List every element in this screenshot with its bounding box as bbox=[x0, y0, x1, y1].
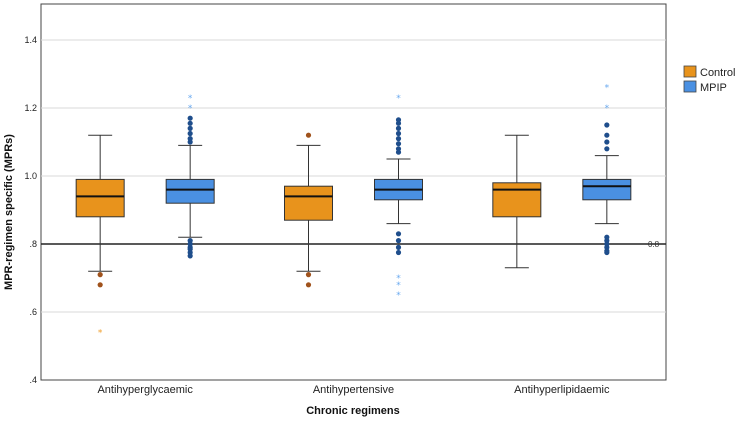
box-body bbox=[492, 182, 542, 218]
extreme-point: * bbox=[98, 328, 103, 338]
legend-label-control: Control bbox=[700, 67, 735, 79]
x-axis-categories: Antihyperglycaemic Antihypertensive Antihy… bbox=[97, 384, 610, 396]
outlier-point bbox=[604, 132, 610, 138]
outlier-point bbox=[187, 120, 193, 126]
y-axis-title: MPR-regimen specific (MPRs) bbox=[3, 134, 15, 290]
outlier-point bbox=[395, 141, 402, 147]
outlier-point bbox=[187, 136, 193, 142]
legend-label-mpip: MPIP bbox=[700, 82, 727, 94]
box-body bbox=[284, 185, 333, 221]
outlier-point bbox=[305, 132, 312, 138]
outlier-point bbox=[187, 125, 193, 131]
extreme-point: * bbox=[605, 84, 610, 94]
box-control-1 bbox=[284, 132, 333, 288]
legend: Control MPIP bbox=[683, 65, 735, 94]
box-control-2 bbox=[492, 134, 542, 269]
outlier-point bbox=[604, 146, 610, 152]
extreme-point: * bbox=[396, 274, 401, 284]
outlier-point bbox=[187, 253, 193, 259]
box-body bbox=[582, 178, 632, 201]
outlier-point bbox=[187, 130, 193, 137]
outlier-point bbox=[305, 282, 312, 288]
outlier-point bbox=[97, 282, 103, 288]
box-mpip-1: **** bbox=[374, 94, 423, 301]
outlier-point bbox=[604, 139, 610, 145]
outlier-point bbox=[395, 146, 402, 152]
x-category-label: Antihypertensive bbox=[313, 384, 394, 396]
outlier-point bbox=[395, 125, 402, 131]
outlier-point bbox=[395, 231, 402, 237]
y-tick-label: .8 bbox=[29, 239, 37, 249]
y-tick-label: .6 bbox=[29, 307, 37, 317]
extreme-point: * bbox=[396, 94, 401, 104]
box-body bbox=[165, 178, 215, 204]
extreme-point: * bbox=[188, 94, 193, 104]
boxes: ********* bbox=[75, 84, 632, 338]
outlier-point bbox=[395, 244, 402, 250]
x-axis-title: Chronic regimens bbox=[306, 405, 400, 417]
box-mpip-2: ** bbox=[582, 84, 632, 256]
plot-area bbox=[40, 3, 667, 381]
reference-line-group: 0.8 bbox=[41, 240, 666, 249]
outlier-point bbox=[395, 117, 402, 123]
y-tick-label: 1.0 bbox=[24, 171, 37, 181]
outlier-point bbox=[305, 272, 312, 278]
legend-swatch-control bbox=[683, 65, 697, 78]
outlier-point bbox=[395, 238, 402, 244]
y-tick-label: 1.2 bbox=[24, 103, 37, 113]
box-mpip-0: ** bbox=[165, 94, 215, 259]
legend-swatch-mpip bbox=[683, 80, 697, 93]
outlier-point bbox=[395, 136, 402, 142]
reference-line-label: 0.8 bbox=[648, 240, 660, 249]
outlier-point bbox=[395, 249, 402, 256]
box-body bbox=[75, 178, 125, 218]
outlier-point bbox=[395, 130, 402, 137]
y-tick-label: .4 bbox=[29, 375, 37, 385]
box-control-0: * bbox=[75, 134, 125, 338]
extreme-point: * bbox=[605, 104, 610, 114]
outlier-point bbox=[604, 122, 610, 128]
extreme-point: * bbox=[396, 281, 401, 291]
outlier-point bbox=[187, 115, 193, 121]
outlier-point bbox=[97, 272, 103, 278]
outlier-point bbox=[604, 249, 610, 256]
x-category-label: Antihyperglycaemic bbox=[97, 384, 193, 396]
x-category-label: Antihyperlipidaemic bbox=[514, 384, 610, 396]
extreme-point: * bbox=[396, 291, 401, 301]
y-axis-ticks: .4 .6 .8 1.0 1.2 1.4 bbox=[24, 35, 37, 385]
y-tick-label: 1.4 bbox=[24, 35, 37, 45]
extreme-point: * bbox=[188, 104, 193, 114]
